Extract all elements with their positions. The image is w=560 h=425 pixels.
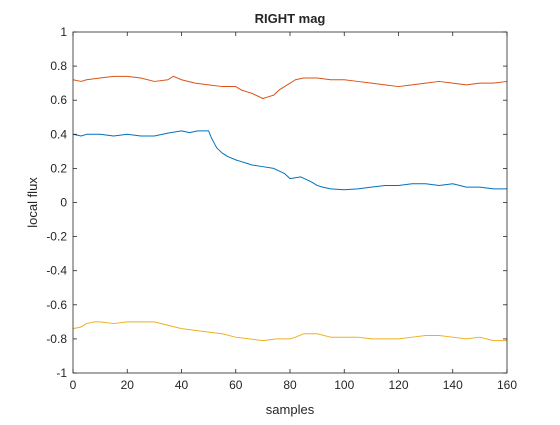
series-line-3 xyxy=(72,321,507,342)
series-line-2 xyxy=(72,75,508,99)
x-tick-label: 20 xyxy=(121,378,135,392)
y-axis: -1 -0.8 -0.6 -0.4 -0.2 0 0.2 0.4 0.6 0.8 1 xyxy=(46,25,507,380)
y-axis-label: local flux xyxy=(25,177,40,228)
plot-area-background xyxy=(73,32,507,373)
x-axis: 0 20 40 60 80 100 120 140 160 xyxy=(70,32,517,392)
x-tick-label: 40 xyxy=(175,378,189,392)
series-layer xyxy=(72,75,508,342)
x-tick-label: 160 xyxy=(497,378,517,392)
chart-title: RIGHT mag xyxy=(255,11,326,26)
x-tick-label: 100 xyxy=(334,378,354,392)
y-tick-label: -0.8 xyxy=(46,332,67,346)
x-tick-label: 140 xyxy=(443,378,463,392)
y-tick-label: 0.6 xyxy=(50,93,67,107)
y-tick-label: -1 xyxy=(56,366,67,380)
y-tick-label: 1 xyxy=(60,25,67,39)
y-tick-label: 0 xyxy=(60,196,67,210)
y-tick-label: 0.2 xyxy=(50,161,67,175)
y-tick-label: -0.4 xyxy=(46,264,67,278)
x-axis-label: samples xyxy=(266,402,315,417)
y-tick-label: 0.4 xyxy=(50,127,67,141)
y-tick-label: -0.6 xyxy=(46,298,67,312)
x-tick-label: 60 xyxy=(229,378,243,392)
y-tick-label: 0.8 xyxy=(50,59,67,73)
x-tick-label: 0 xyxy=(70,378,77,392)
x-tick-label: 80 xyxy=(283,378,297,392)
x-tick-label: 120 xyxy=(388,378,408,392)
series-line-1 xyxy=(72,130,507,191)
y-tick-label: -0.2 xyxy=(46,230,67,244)
